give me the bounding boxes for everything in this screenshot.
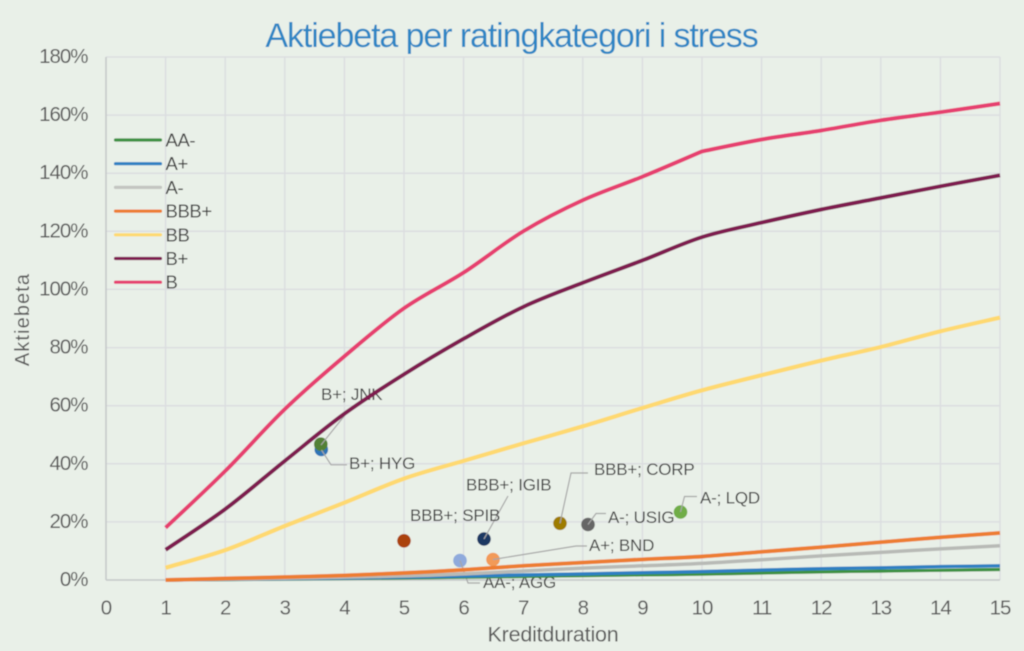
svg-text:5: 5 — [399, 597, 410, 620]
svg-text:180%: 180% — [39, 45, 88, 68]
svg-text:A-; USIG: A-; USIG — [608, 508, 674, 527]
svg-text:11: 11 — [752, 597, 772, 620]
svg-text:8: 8 — [578, 597, 589, 620]
svg-text:A-; LQD: A-; LQD — [700, 489, 760, 508]
svg-text:BBB+; SPIB: BBB+; SPIB — [410, 506, 500, 525]
svg-text:120%: 120% — [39, 219, 88, 242]
svg-text:BB: BB — [166, 224, 190, 245]
svg-text:15: 15 — [990, 597, 1011, 620]
svg-text:A+: A+ — [166, 153, 188, 174]
svg-text:2: 2 — [220, 597, 231, 620]
svg-text:A-: A- — [166, 177, 184, 198]
svg-text:6: 6 — [458, 597, 469, 620]
svg-text:160%: 160% — [39, 103, 88, 126]
svg-text:Kreditduration: Kreditduration — [487, 623, 618, 647]
svg-text:7: 7 — [518, 597, 529, 620]
svg-text:12: 12 — [811, 597, 832, 620]
svg-text:13: 13 — [870, 597, 891, 620]
svg-text:BBB+; CORP: BBB+; CORP — [594, 460, 695, 479]
svg-text:20%: 20% — [49, 510, 88, 533]
svg-text:B: B — [166, 272, 178, 293]
svg-text:4: 4 — [339, 597, 350, 620]
svg-text:0: 0 — [101, 597, 112, 620]
svg-text:B+; HYG: B+; HYG — [349, 454, 415, 473]
svg-text:80%: 80% — [49, 336, 88, 359]
svg-text:BBB+; IGIB: BBB+; IGIB — [466, 476, 551, 495]
svg-text:9: 9 — [637, 597, 648, 620]
svg-text:140%: 140% — [39, 161, 88, 184]
svg-text:60%: 60% — [49, 394, 88, 417]
svg-text:B+: B+ — [166, 248, 188, 269]
svg-text:14: 14 — [930, 597, 951, 620]
svg-text:40%: 40% — [49, 452, 88, 475]
svg-text:BBB+: BBB+ — [166, 201, 212, 222]
svg-text:10: 10 — [692, 597, 713, 620]
svg-text:1: 1 — [160, 597, 171, 620]
svg-text:AA-: AA- — [166, 130, 196, 151]
svg-text:Aktiebeta per ratingkategori i: Aktiebeta per ratingkategori i stress — [265, 17, 757, 55]
svg-text:Aktiebeta: Aktiebeta — [12, 273, 34, 366]
svg-text:100%: 100% — [39, 277, 88, 300]
svg-text:3: 3 — [280, 597, 291, 620]
svg-text:0%: 0% — [60, 568, 88, 591]
svg-text:A+; BND: A+; BND — [589, 536, 654, 555]
